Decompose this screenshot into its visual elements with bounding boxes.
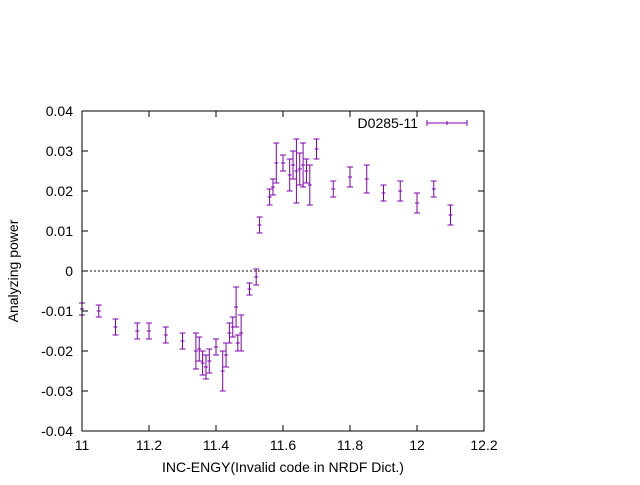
y-tick-label: -0.02 xyxy=(41,343,73,359)
data-point xyxy=(447,204,454,226)
legend-swatch xyxy=(426,120,468,126)
y-tick-label: 0.04 xyxy=(46,103,73,119)
data-series xyxy=(79,138,454,392)
y-tick-labels: -0.04 -0.03 -0.02 -0.01 0 0.01 0.02 0.03 0.04 xyxy=(41,103,73,439)
data-point xyxy=(112,318,119,336)
data-point xyxy=(280,154,286,172)
x-tick-label: 11.2 xyxy=(136,437,162,453)
data-point xyxy=(300,142,307,188)
y-tick-label: 0.02 xyxy=(46,183,73,199)
data-point xyxy=(223,342,230,368)
data-point xyxy=(253,268,260,286)
y-tick-label: 0.03 xyxy=(46,143,73,159)
x-tick-label: 12 xyxy=(409,437,425,453)
data-point xyxy=(162,326,169,344)
data-point xyxy=(95,304,102,318)
data-point xyxy=(134,322,141,340)
data-point xyxy=(347,166,353,188)
x-tick-label: 11.4 xyxy=(203,437,229,453)
data-point xyxy=(363,164,370,194)
data-point xyxy=(286,158,293,192)
data-point xyxy=(233,286,240,328)
legend: D0285-11 xyxy=(358,115,468,131)
legend-label: D0285-11 xyxy=(358,115,419,131)
data-point xyxy=(273,142,280,184)
y-tick-label: -0.04 xyxy=(41,423,73,439)
data-point xyxy=(293,138,300,204)
data-point xyxy=(238,314,245,352)
y-tick-label: -0.03 xyxy=(41,383,73,399)
data-point xyxy=(202,354,209,380)
plot-frame xyxy=(81,110,485,432)
data-point xyxy=(266,188,273,206)
data-point xyxy=(330,180,337,198)
data-point xyxy=(414,192,420,214)
x-tick-label: 11.8 xyxy=(337,437,363,453)
y-axis-label: Analyzing power xyxy=(5,219,21,322)
data-point xyxy=(179,332,186,350)
x-axis-label: INC-ENGY(Invalid code in NRDF Dict.) xyxy=(162,459,404,475)
data-point xyxy=(192,332,199,370)
data-point xyxy=(226,322,233,344)
y-tick-label: -0.01 xyxy=(41,303,73,319)
data-point xyxy=(219,350,226,392)
x-tick-label: 12.2 xyxy=(470,437,497,453)
data-point xyxy=(296,152,303,186)
data-point xyxy=(303,158,310,184)
data-point xyxy=(196,336,203,362)
data-point xyxy=(313,138,320,160)
data-point xyxy=(430,180,437,198)
data-point xyxy=(146,322,152,340)
data-point xyxy=(213,338,219,356)
data-point xyxy=(269,178,276,196)
x-tick-label: 11.6 xyxy=(270,437,296,453)
x-tick-label: 11 xyxy=(75,437,90,453)
x-tick-labels: 11 11.2 11.4 11.6 11.8 12 12.2 xyxy=(75,437,498,453)
data-point xyxy=(206,348,213,374)
data-point xyxy=(397,180,404,202)
data-point xyxy=(199,350,206,376)
data-point xyxy=(306,164,313,206)
y-tick-label: 0.01 xyxy=(46,223,73,239)
y-tick-label: 0 xyxy=(65,263,73,279)
data-point xyxy=(246,282,253,296)
data-point xyxy=(380,184,387,202)
data-point xyxy=(256,216,263,234)
data-point xyxy=(290,150,297,180)
